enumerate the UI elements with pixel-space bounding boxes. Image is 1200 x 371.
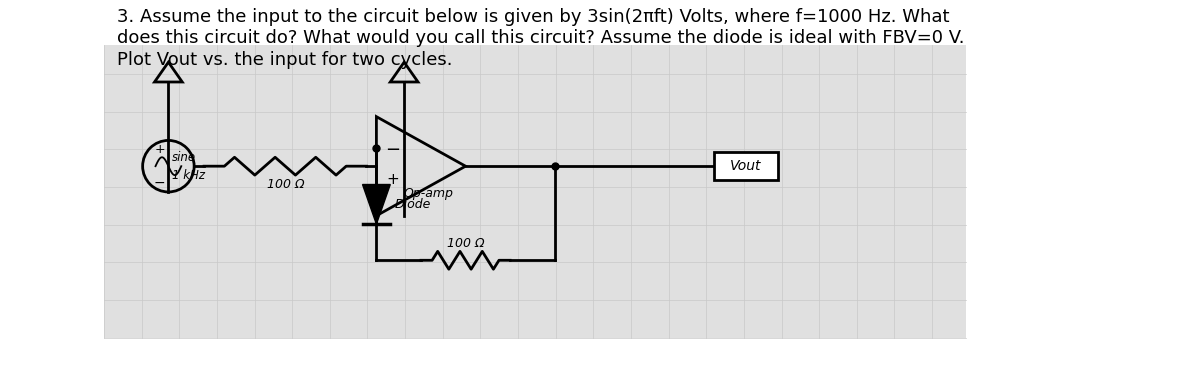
Text: −: − xyxy=(154,176,166,190)
Text: 3. Assume the input to the circuit below is given by 3sin(2πft) Volts, where f=1: 3. Assume the input to the circuit below… xyxy=(116,8,949,26)
Text: does this circuit do? What would you call this circuit? Assume the diode is idea: does this circuit do? What would you cal… xyxy=(116,29,965,47)
Polygon shape xyxy=(362,184,390,224)
Bar xyxy=(104,45,966,338)
FancyBboxPatch shape xyxy=(714,152,778,180)
Text: Plot Vout vs. the input for two cycles.: Plot Vout vs. the input for two cycles. xyxy=(116,51,452,69)
Text: +: + xyxy=(154,143,164,156)
Text: +: + xyxy=(386,171,398,187)
Text: Diode: Diode xyxy=(395,198,431,211)
Text: 100 Ω: 100 Ω xyxy=(266,177,304,191)
Text: 1 kHz: 1 kHz xyxy=(173,168,205,181)
Text: sine: sine xyxy=(173,151,197,164)
Text: 100 Ω: 100 Ω xyxy=(446,237,485,250)
Text: −: − xyxy=(385,141,400,159)
Text: Op-amp: Op-amp xyxy=(404,187,454,200)
Text: Vout: Vout xyxy=(730,159,762,173)
